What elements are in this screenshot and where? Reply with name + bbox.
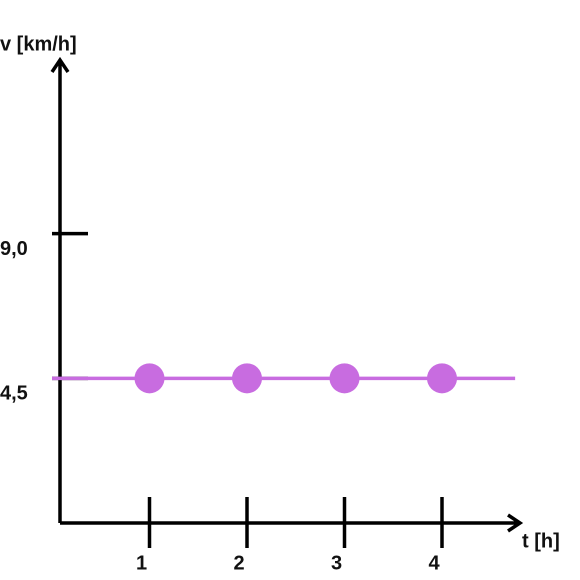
- point: [427, 363, 457, 394]
- point: [329, 363, 360, 394]
- x-tick-label: 1: [136, 552, 147, 574]
- x-tick-label: 4: [428, 552, 440, 574]
- x-tick-label: 2: [233, 552, 244, 574]
- point: [232, 363, 262, 394]
- x-axis-label: t [h]: [522, 530, 560, 552]
- y-tick-label: 9,0: [0, 238, 28, 260]
- x-tick-label: 3: [331, 552, 342, 574]
- x-axis: [60, 513, 524, 533]
- y-axis-label: v [km/h]: [0, 33, 77, 55]
- y-tick-label: 4,5: [0, 383, 28, 405]
- point: [134, 363, 165, 394]
- y-axis: [50, 56, 70, 523]
